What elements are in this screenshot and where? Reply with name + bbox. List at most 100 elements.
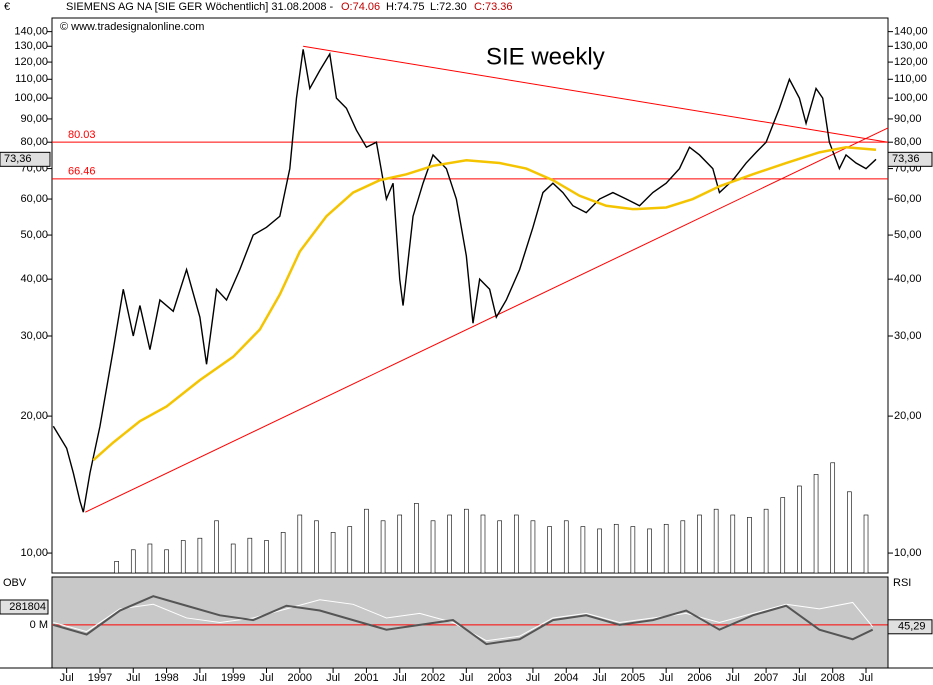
x-tick-label: Jul [859,672,873,684]
volume-bar [647,528,652,574]
y-tick-label: 30,00 [20,330,48,342]
trendline [85,127,889,513]
volume-bar [214,520,219,574]
x-tick-label: Jul [60,672,74,684]
y-tick-label: 90,00 [20,113,48,125]
y-tick-label-right: 120,00 [894,56,928,68]
y-tick-label: 80,00 [20,136,48,148]
volume-bar [613,523,619,574]
y-tick-label-right: 130,00 [894,40,928,52]
x-tick-label: Jul [593,672,607,684]
volume-bar [730,514,736,574]
y-tick-label-right: 60,00 [894,193,922,205]
volume-bar [297,514,303,574]
header-high: H:74.75 [386,1,425,13]
watermark: © www.tradesignalonline.com [60,21,204,33]
y-tick-label-right: 80,00 [894,136,922,148]
y-tick-label: 10,00 [20,547,48,559]
volume-bar [497,520,502,574]
rsi-last-box [887,619,933,635]
x-tick-label: Jul [193,672,207,684]
header-low: L:72.30 [430,1,467,13]
x-tick-label: 1999 [221,672,245,684]
y-tick-label: 130,00 [14,40,48,52]
volume-bar [314,520,319,574]
volume-bar [847,491,852,574]
volume-bar [414,503,419,574]
volume-bar [780,497,786,574]
volume-bar [230,543,236,574]
level-label: 80.03 [68,129,96,141]
x-tick-label: 1997 [88,672,112,684]
y-tick-label-right: 10,00 [894,547,922,559]
x-tick-label: Jul [726,672,740,684]
volume-bar [580,526,586,574]
header-open: O:74.06 [341,1,380,13]
x-tick-label: 1998 [154,672,178,684]
volume-bar [364,508,369,574]
y-tick-label: 50,00 [20,229,48,241]
header-title: SIEMENS AG NA [SIE GER Wöchentlich] 31.0… [66,1,334,13]
x-tick-label: 2000 [288,672,312,684]
volume-bar [347,526,353,574]
x-tick-label: 2007 [754,672,778,684]
y-tick-label-right: 40,00 [894,273,922,285]
x-tick-label: Jul [792,672,806,684]
y-tick-label-right: 140,00 [894,26,928,38]
moving-average [92,145,877,462]
volume-bar [480,514,486,574]
volume-bar [513,514,519,574]
volume-bar [197,537,203,574]
volume-bar [280,532,286,574]
volume-bar [597,528,602,574]
y-tick-label-right: 110,00 [894,73,927,85]
volume-bar [680,520,686,574]
volume-bar [330,532,336,574]
rsi-name: RSI [893,577,911,589]
x-tick-label: Jul [526,672,540,684]
x-tick-label: 2004 [554,672,578,684]
volume-bar [114,561,119,574]
y-tick-label: 60,00 [20,193,48,205]
x-tick-label: Jul [459,672,473,684]
obv-line [53,595,874,646]
x-tick-label: 2001 [354,672,378,684]
x-tick-label: Jul [393,672,407,684]
x-tick-label: 2008 [820,672,844,684]
volume-bar [430,520,436,574]
y-tick-label: 120,00 [14,56,48,68]
volume-bar [247,537,253,574]
obv-tick-label: 0 M [30,619,48,631]
obv-last-label: 281804 [9,601,46,613]
volume-bar [797,485,802,574]
indicator-panel [51,576,889,669]
y-tick-label: 20,00 [20,410,48,422]
volume-bar [563,520,569,574]
x-tick-label: Jul [126,672,140,684]
last-price-box [887,151,933,167]
x-tick-label: 2005 [621,672,645,684]
y-tick-label: 140,00 [14,26,48,38]
header-close: C:73.36 [474,1,513,13]
y-tick-label: 40,00 [20,273,48,285]
volume-bar [397,514,403,574]
volume-bar [663,523,669,574]
volume-bar [180,540,186,574]
x-tick-label: 2003 [487,672,511,684]
y-tick-label: 110,00 [15,73,48,85]
volume-bar [147,543,153,574]
level-label: 66.46 [68,166,96,178]
volume-bar [630,526,636,574]
obv-last-box [0,599,49,615]
y-tick-label-right: 20,00 [894,410,922,422]
volume-bar [713,508,719,574]
volume-bar [830,462,836,574]
volume-bar [164,549,169,574]
x-tick-label: 2006 [687,672,711,684]
x-tick-label: Jul [259,672,273,684]
volume-bar [813,474,819,574]
y-tick-label-right: 30,00 [894,330,922,342]
obv-name: OBV [3,577,27,589]
currency: € [4,1,10,13]
last-price-label: 73,36 [892,153,920,165]
